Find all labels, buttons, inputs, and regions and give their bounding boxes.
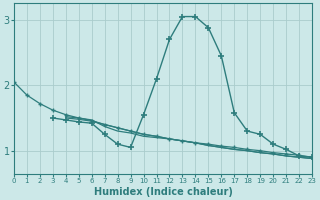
X-axis label: Humidex (Indice chaleur): Humidex (Indice chaleur): [93, 187, 232, 197]
